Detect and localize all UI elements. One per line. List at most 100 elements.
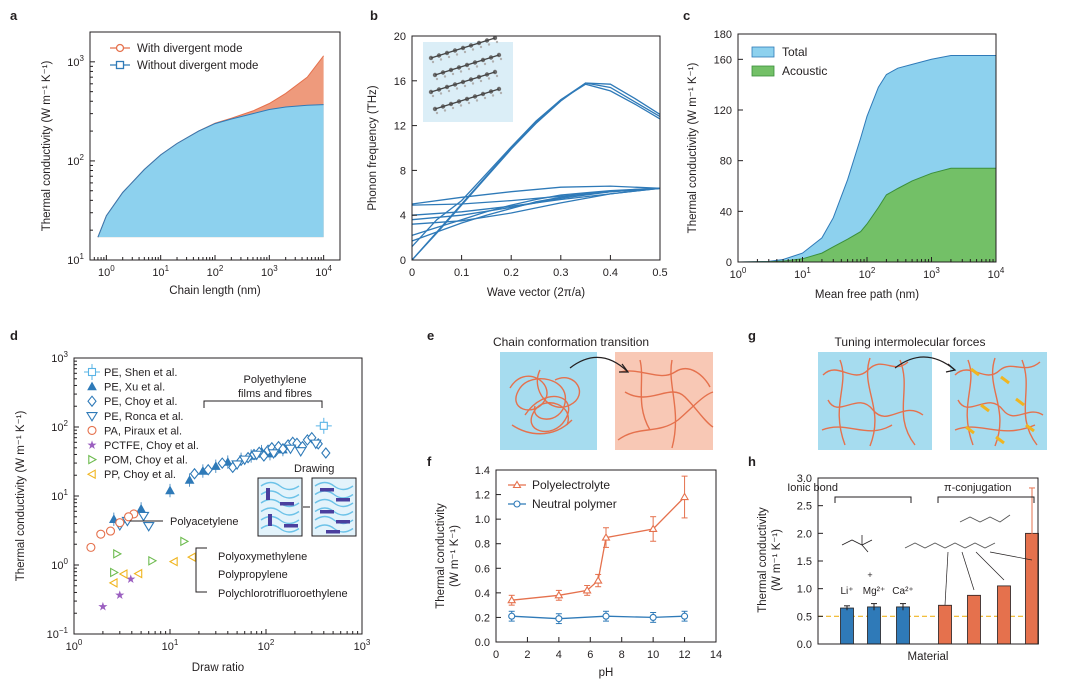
chain-bond — [434, 54, 500, 76]
data-point-triangle-down — [309, 439, 322, 450]
chain-weak-1 — [827, 399, 924, 417]
chain — [314, 481, 354, 491]
data-point-star: ★ — [114, 588, 125, 602]
x-tick-label: 104 — [315, 264, 332, 279]
atom-h — [463, 50, 467, 54]
interaction-bond-2 — [980, 403, 990, 413]
marker-square — [87, 367, 97, 377]
legend-label: PE, Choy et al. — [104, 396, 177, 408]
data-point — [593, 575, 603, 584]
atom-h — [467, 67, 471, 71]
data-point — [602, 612, 610, 620]
leader-line — [961, 551, 975, 591]
arrow-head — [619, 363, 630, 373]
atom-h — [439, 92, 443, 95]
data-point-triangle-up — [165, 485, 175, 495]
atom-h — [487, 43, 491, 46]
leader-line — [989, 551, 1033, 561]
plus-sign: + — [867, 570, 872, 580]
ion-label-ca: Ca²⁺ — [892, 586, 913, 597]
atom-h — [471, 48, 475, 51]
data-point-triangle-down — [238, 455, 251, 466]
panel-letter-f: f — [427, 454, 432, 469]
data-point-triangle-down — [284, 444, 297, 455]
chain-strong-5 — [954, 424, 1036, 432]
atom-h — [475, 65, 479, 68]
legend-label: Acoustic — [782, 64, 827, 78]
y-tick-label: 101 — [51, 488, 68, 503]
x-tick-label: 4 — [556, 649, 562, 661]
coiled-chain-2 — [536, 369, 581, 408]
x-axis-label: Material — [908, 651, 949, 663]
data-point-triangle-down — [142, 522, 155, 532]
data-point-diamond — [203, 463, 213, 476]
transition-arrow — [569, 356, 629, 373]
chain — [314, 524, 354, 533]
atom-h — [443, 75, 447, 78]
atom-h — [483, 96, 487, 100]
data-point-diamond — [321, 447, 331, 459]
panel-c: 100 101 102 103 104 0 40 80 120 160 180 Mean free p… — [687, 29, 1005, 301]
panel-letter-a: a — [10, 8, 18, 23]
legend-label: POM, Choy et al. — [104, 455, 188, 467]
panel-letter-e: e — [427, 328, 434, 343]
legend: Total Acoustic — [751, 45, 827, 78]
area-without-divergent — [97, 104, 324, 238]
y-tick-label: 103 — [51, 350, 68, 365]
x-tick-label: 103 — [354, 638, 371, 653]
y-tick-label: 12 — [394, 121, 406, 133]
interaction-bond-5 — [1025, 423, 1035, 433]
extended-chain-0 — [619, 368, 711, 388]
chain-strong-2 — [966, 359, 974, 446]
chain — [314, 490, 354, 499]
chain — [260, 515, 300, 525]
legend: With divergent mode Without divergent mod… — [110, 43, 258, 72]
chain — [314, 498, 354, 508]
x-tick-label: 100 — [66, 638, 83, 653]
x-tick-label: 103 — [261, 264, 278, 279]
data-point-circle — [96, 529, 106, 539]
x-tick-label: 0 — [493, 649, 499, 661]
x-axis-label: Wave vector (2π/a) — [487, 287, 585, 299]
legend-label: With divergent mode — [137, 43, 242, 55]
y-tick-label: 160 — [714, 54, 732, 66]
bar-2 — [896, 606, 910, 645]
y-tick-label: 1.2 — [475, 490, 490, 502]
y-tick-label: 1.0 — [475, 514, 490, 526]
y-axis-label-line2: (W m⁻¹ K⁻¹) — [771, 529, 783, 591]
data-point-triangle-down — [231, 460, 244, 471]
data-point-triangle-left — [86, 469, 96, 480]
x-tick-label: 102 — [258, 638, 275, 653]
data-point-triangle-left — [168, 556, 178, 567]
crystal-block — [266, 488, 270, 500]
atom-h — [499, 57, 503, 61]
data-point — [508, 612, 516, 620]
plot-frame — [411, 35, 661, 261]
ionic-monomer-sketch — [841, 535, 873, 553]
panel-g-title: Tuning intermolecular forces — [835, 335, 986, 349]
atom-h — [439, 58, 443, 61]
data-point-circle — [105, 526, 116, 536]
x-tick-label: 100 — [98, 264, 115, 279]
y-tick-label: 10−1 — [47, 626, 69, 641]
data-point — [680, 492, 690, 501]
chain-strong-4 — [1021, 359, 1038, 446]
x-axis-label: Mean free path (nm) — [815, 289, 919, 301]
panel-text: a b c d e f g h Chain conformation trans… — [10, 8, 1012, 600]
data-point-triangle-right — [113, 548, 123, 559]
atom-h — [451, 72, 455, 76]
atom-h — [495, 74, 499, 78]
panel-f: 0 2 4 6 8 10 12 14 0.0 0.2 0.4 0.6 0.8 1.0 1.2 1.4 pH The… — [435, 465, 722, 679]
x-axis-label: Chain length (nm) — [169, 285, 261, 297]
data-point — [582, 585, 592, 594]
atom-h — [435, 111, 439, 115]
legend-marker — [513, 500, 521, 508]
atom-h — [463, 84, 467, 88]
bracket-choy — [195, 547, 207, 593]
chemical-structures: + — [841, 514, 1033, 606]
crystal-block — [320, 510, 334, 514]
x-tick-label: 2 — [524, 649, 530, 661]
data-point-diamond — [259, 450, 269, 462]
x-tick-label: 100 — [730, 266, 747, 281]
x-tick-label: 0.5 — [652, 267, 667, 279]
